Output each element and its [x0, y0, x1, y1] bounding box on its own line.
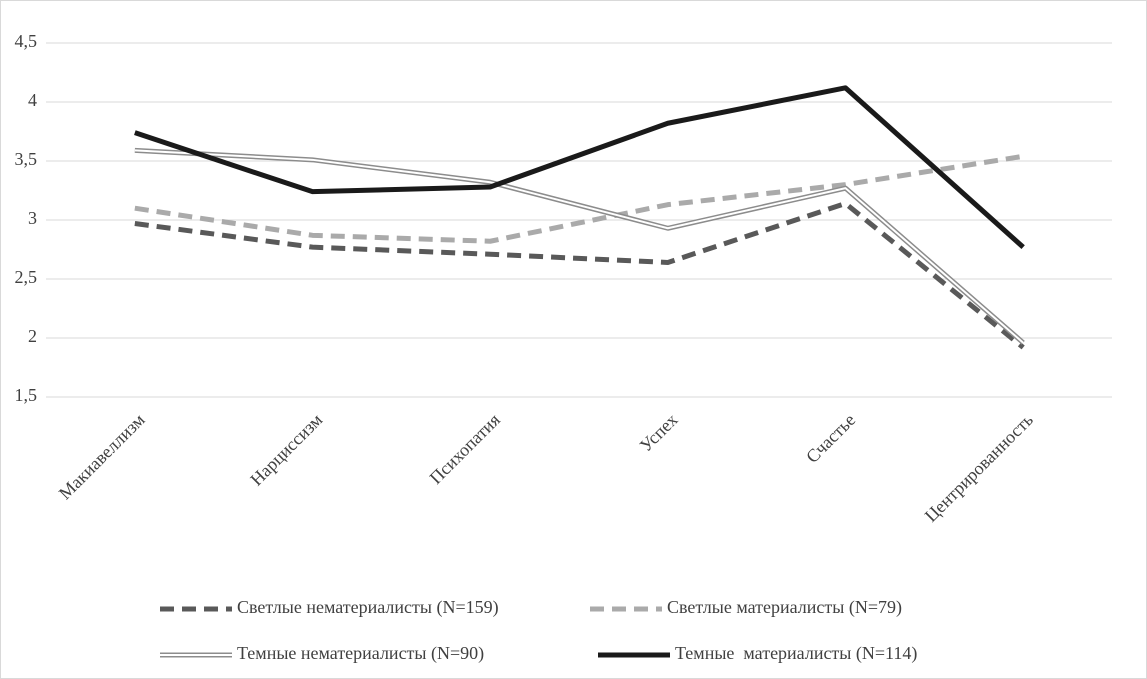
legend-label: Светлые материалисты (N=79): [667, 597, 902, 618]
series-line: [134, 85, 1025, 250]
y-tick-label: 2: [28, 326, 37, 346]
legend-label: Темные материалисты (N=114): [675, 643, 917, 664]
y-tick-label: 2,5: [15, 267, 38, 287]
y-tick-label: 4: [28, 90, 37, 110]
series-line: [134, 153, 1024, 244]
y-tick-label: 3: [28, 208, 37, 228]
y-tick-label: 1,5: [15, 385, 38, 405]
legend-label: Темные нематериалисты (N=90): [237, 643, 484, 664]
series-line-inner: [134, 149, 1024, 344]
y-tick-label: 3,5: [15, 149, 38, 169]
series-line: [134, 200, 1025, 350]
y-tick-label: 4,5: [15, 31, 38, 51]
legend-label: Светлые нематериалисты (N=159): [237, 597, 499, 618]
